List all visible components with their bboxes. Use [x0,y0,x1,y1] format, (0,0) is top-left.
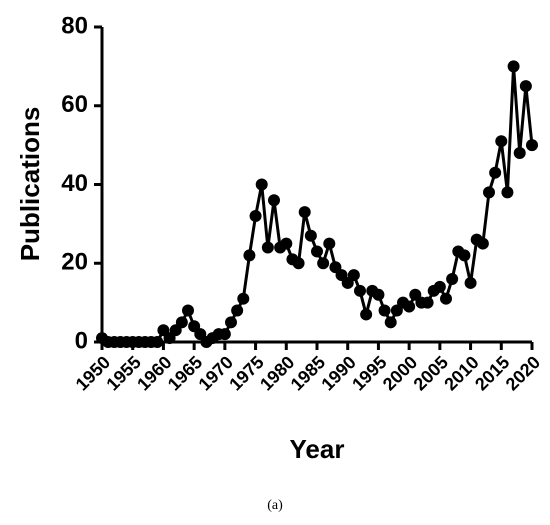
point [489,166,502,179]
y-axis-label: Publications [15,107,45,262]
point [261,241,274,254]
y-tick-label: 80 [61,12,88,39]
point [255,178,268,191]
x-tick-label: 1960 [133,352,175,394]
caption: (a) [267,498,283,513]
y-tick-label: 20 [61,249,88,276]
x-tick-label: 1990 [317,352,359,394]
point [476,237,489,250]
x-tick-label: 1970 [195,352,237,394]
x-tick-label: 1980 [256,352,298,394]
point [237,292,250,305]
point [360,308,373,321]
point [507,60,520,73]
y-tick-label: 40 [61,170,88,197]
line [101,64,534,344]
x-tick-label: 1995 [348,352,390,394]
point [519,80,532,93]
point [249,210,262,222]
point [354,284,366,297]
x-tick-label: 1955 [102,352,144,394]
point [464,276,477,289]
x-tick-label: 1985 [287,352,329,394]
point [175,316,188,329]
x-tick-label: 2005 [410,352,452,394]
point [280,237,293,250]
point [526,139,538,152]
x-tick-label: 2015 [471,352,513,394]
point [378,304,391,317]
point [182,304,194,317]
x-tick-label: 2020 [502,352,544,394]
x-tick-label: 1965 [164,352,206,394]
point [403,300,416,313]
point [317,257,330,270]
point [501,186,514,199]
x-tick-label: 2010 [440,352,482,394]
point [151,336,164,348]
x-tick-label: 1950 [72,352,114,394]
point [440,292,452,305]
point [495,135,508,148]
point [268,194,280,207]
x-tick-label: 1975 [225,352,267,394]
point [243,249,256,262]
point [347,269,360,282]
point [513,147,526,159]
point [433,280,446,293]
x-axis-label: Year [290,434,345,464]
point [323,237,336,250]
point [298,206,311,219]
point [483,186,495,199]
point [446,273,459,285]
point [421,296,434,309]
point [225,316,237,329]
point [231,304,244,317]
point [304,229,317,242]
y-tick-label: 60 [61,91,88,118]
point [218,328,231,341]
x-tick-label: 2000 [379,352,421,394]
point [458,249,471,262]
point [311,245,323,258]
y-tick-label: 0 [75,327,88,354]
point [384,316,397,329]
point [372,288,385,301]
point [292,257,305,270]
